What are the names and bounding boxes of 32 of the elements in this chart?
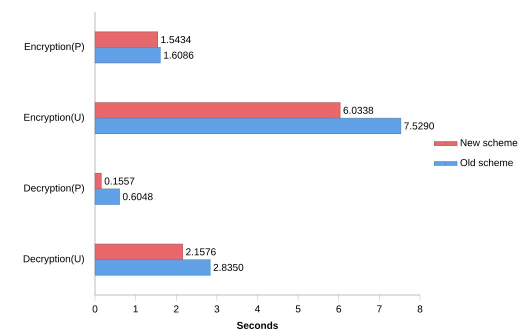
data-label: 0.1557	[104, 178, 134, 185]
data-label: 2.8350	[214, 264, 244, 271]
bar	[94, 47, 161, 64]
data-label: 1.5434	[161, 36, 191, 44]
data-label: 0.6048	[122, 193, 153, 200]
x-tick-label: 7	[377, 305, 382, 312]
x-tick-label: 0	[92, 305, 98, 312]
x-tick-label: 5	[296, 305, 300, 312]
x-tick-label: 4	[254, 305, 260, 312]
y-tick-label: Encryption(P)	[24, 42, 84, 52]
y-tick-label: Decryption(P)	[24, 184, 84, 194]
y-tick-label: Encryption(U)	[24, 113, 84, 123]
data-label: 1.6086	[164, 52, 194, 59]
x-tick-label: 3	[214, 305, 220, 312]
bar	[94, 259, 210, 276]
x-tick-label: 6	[336, 305, 342, 312]
x-axis-title: Seconds	[236, 322, 278, 329]
legend-label: New scheme	[460, 138, 518, 146]
x-tick-label: 8	[418, 305, 422, 312]
data-label: 7.5290	[404, 122, 434, 130]
data-label: 2.1576	[186, 248, 216, 256]
x-tick-label: 2	[174, 305, 179, 312]
legend-label: Old scheme	[460, 158, 513, 166]
bar	[94, 32, 158, 48]
bar	[94, 244, 183, 260]
bar	[94, 173, 102, 190]
bar	[94, 188, 120, 205]
data-label: 6.0338	[344, 106, 374, 114]
bar	[94, 118, 402, 134]
bar	[94, 102, 340, 118]
x-tick-label: 1	[134, 305, 138, 312]
y-tick-label: Decryption(U)	[24, 254, 84, 264]
